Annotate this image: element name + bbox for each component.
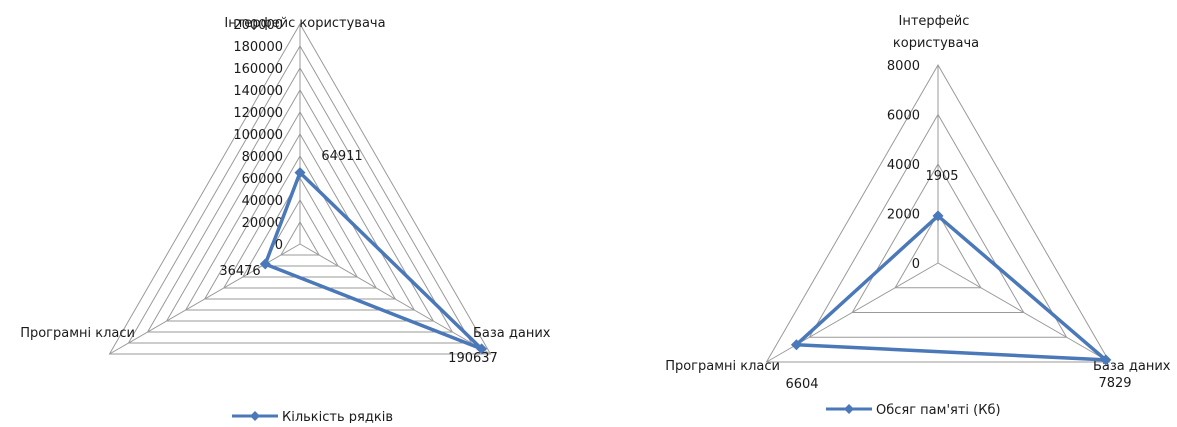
grid-ring — [165, 89, 435, 322]
data-point — [790, 339, 802, 351]
data-label-right: 190637 — [448, 351, 498, 366]
radar-chart-lines-svg: 0 20000 40000 60000 80000 100000 120000 140000 1… — [20, 16, 551, 425]
grid-ring — [127, 45, 473, 344]
grid-spoke — [937, 262, 1110, 363]
axis-tick-label: 2000 — [887, 208, 920, 223]
category-label-left: Програмні класи — [665, 359, 780, 374]
grid-ring — [146, 66, 454, 333]
grid-ring — [280, 221, 320, 256]
grid-spoke — [299, 243, 491, 355]
legend-label: Кількість рядків — [282, 410, 393, 423]
radar-chart-memory: 0 2000 4000 6000 8000 Інтерфейс користувача … — [590, 0, 1177, 423]
data-label-right: 7829 — [1098, 376, 1131, 391]
grid-ring — [108, 22, 492, 355]
data-label-left: 36476 — [219, 264, 260, 279]
category-label-right: База даних — [473, 326, 551, 341]
data-label-top: 64911 — [321, 149, 362, 164]
legend-marker — [250, 411, 260, 421]
grid-ring — [222, 154, 378, 289]
axis-tick-label: 200000 — [233, 18, 283, 33]
category-label-top: Інтерфейс користувача — [893, 14, 979, 51]
category-label-right: База даних — [1093, 359, 1171, 374]
axis-tick-label: 4000 — [887, 158, 920, 173]
axis-tick-label: 0 — [275, 238, 283, 253]
data-point — [932, 210, 944, 222]
axis-tick-label: 120000 — [233, 106, 283, 121]
category-label-top: Інтерфейс користувача — [224, 16, 385, 31]
radar-chart-lines: 0 20000 40000 60000 80000 100000 120000 140000 1… — [0, 0, 590, 425]
legend: Кількість рядків — [232, 410, 393, 425]
axis-tick-label: 80000 — [242, 150, 283, 165]
grid-ring — [765, 64, 1111, 363]
legend-label: Обсяг пам'яті (Кб) — [876, 403, 1001, 418]
legend: Обсяг пам'яті (Кб) — [826, 403, 1001, 418]
data-label-top: 1905 — [925, 169, 958, 184]
category-label-top-line1: Інтерфейс — [898, 14, 969, 29]
series-line — [263, 170, 484, 351]
grid-ring — [894, 212, 982, 289]
axis-tick-label: 140000 — [233, 84, 283, 99]
axis-tick-label: 0 — [912, 257, 920, 272]
data-point — [259, 258, 271, 270]
axis-tick-label: 8000 — [887, 59, 920, 74]
series-line — [794, 214, 1108, 362]
grid-ring — [261, 198, 339, 267]
data-label-left: 6604 — [785, 377, 818, 392]
data-point — [476, 343, 488, 355]
axis-tick-label: 6000 — [887, 109, 920, 124]
axis-tick-label: 180000 — [233, 40, 283, 55]
axis-tick-label: 20000 — [242, 216, 283, 231]
grid-ring — [808, 113, 1068, 338]
data-point — [294, 167, 306, 179]
category-label-left: Програмні класи — [20, 326, 135, 341]
grid-ring — [184, 110, 416, 311]
axis-tick-label: 60000 — [242, 172, 283, 187]
axis-tick-label: 160000 — [233, 62, 283, 77]
axis-tick-label: 40000 — [242, 194, 283, 209]
axis-tick-label: 100000 — [233, 128, 283, 143]
grid-ring — [851, 162, 1025, 313]
legend-marker — [844, 404, 854, 414]
data-point — [1100, 354, 1112, 366]
category-label-top-line2: користувача — [893, 36, 979, 51]
